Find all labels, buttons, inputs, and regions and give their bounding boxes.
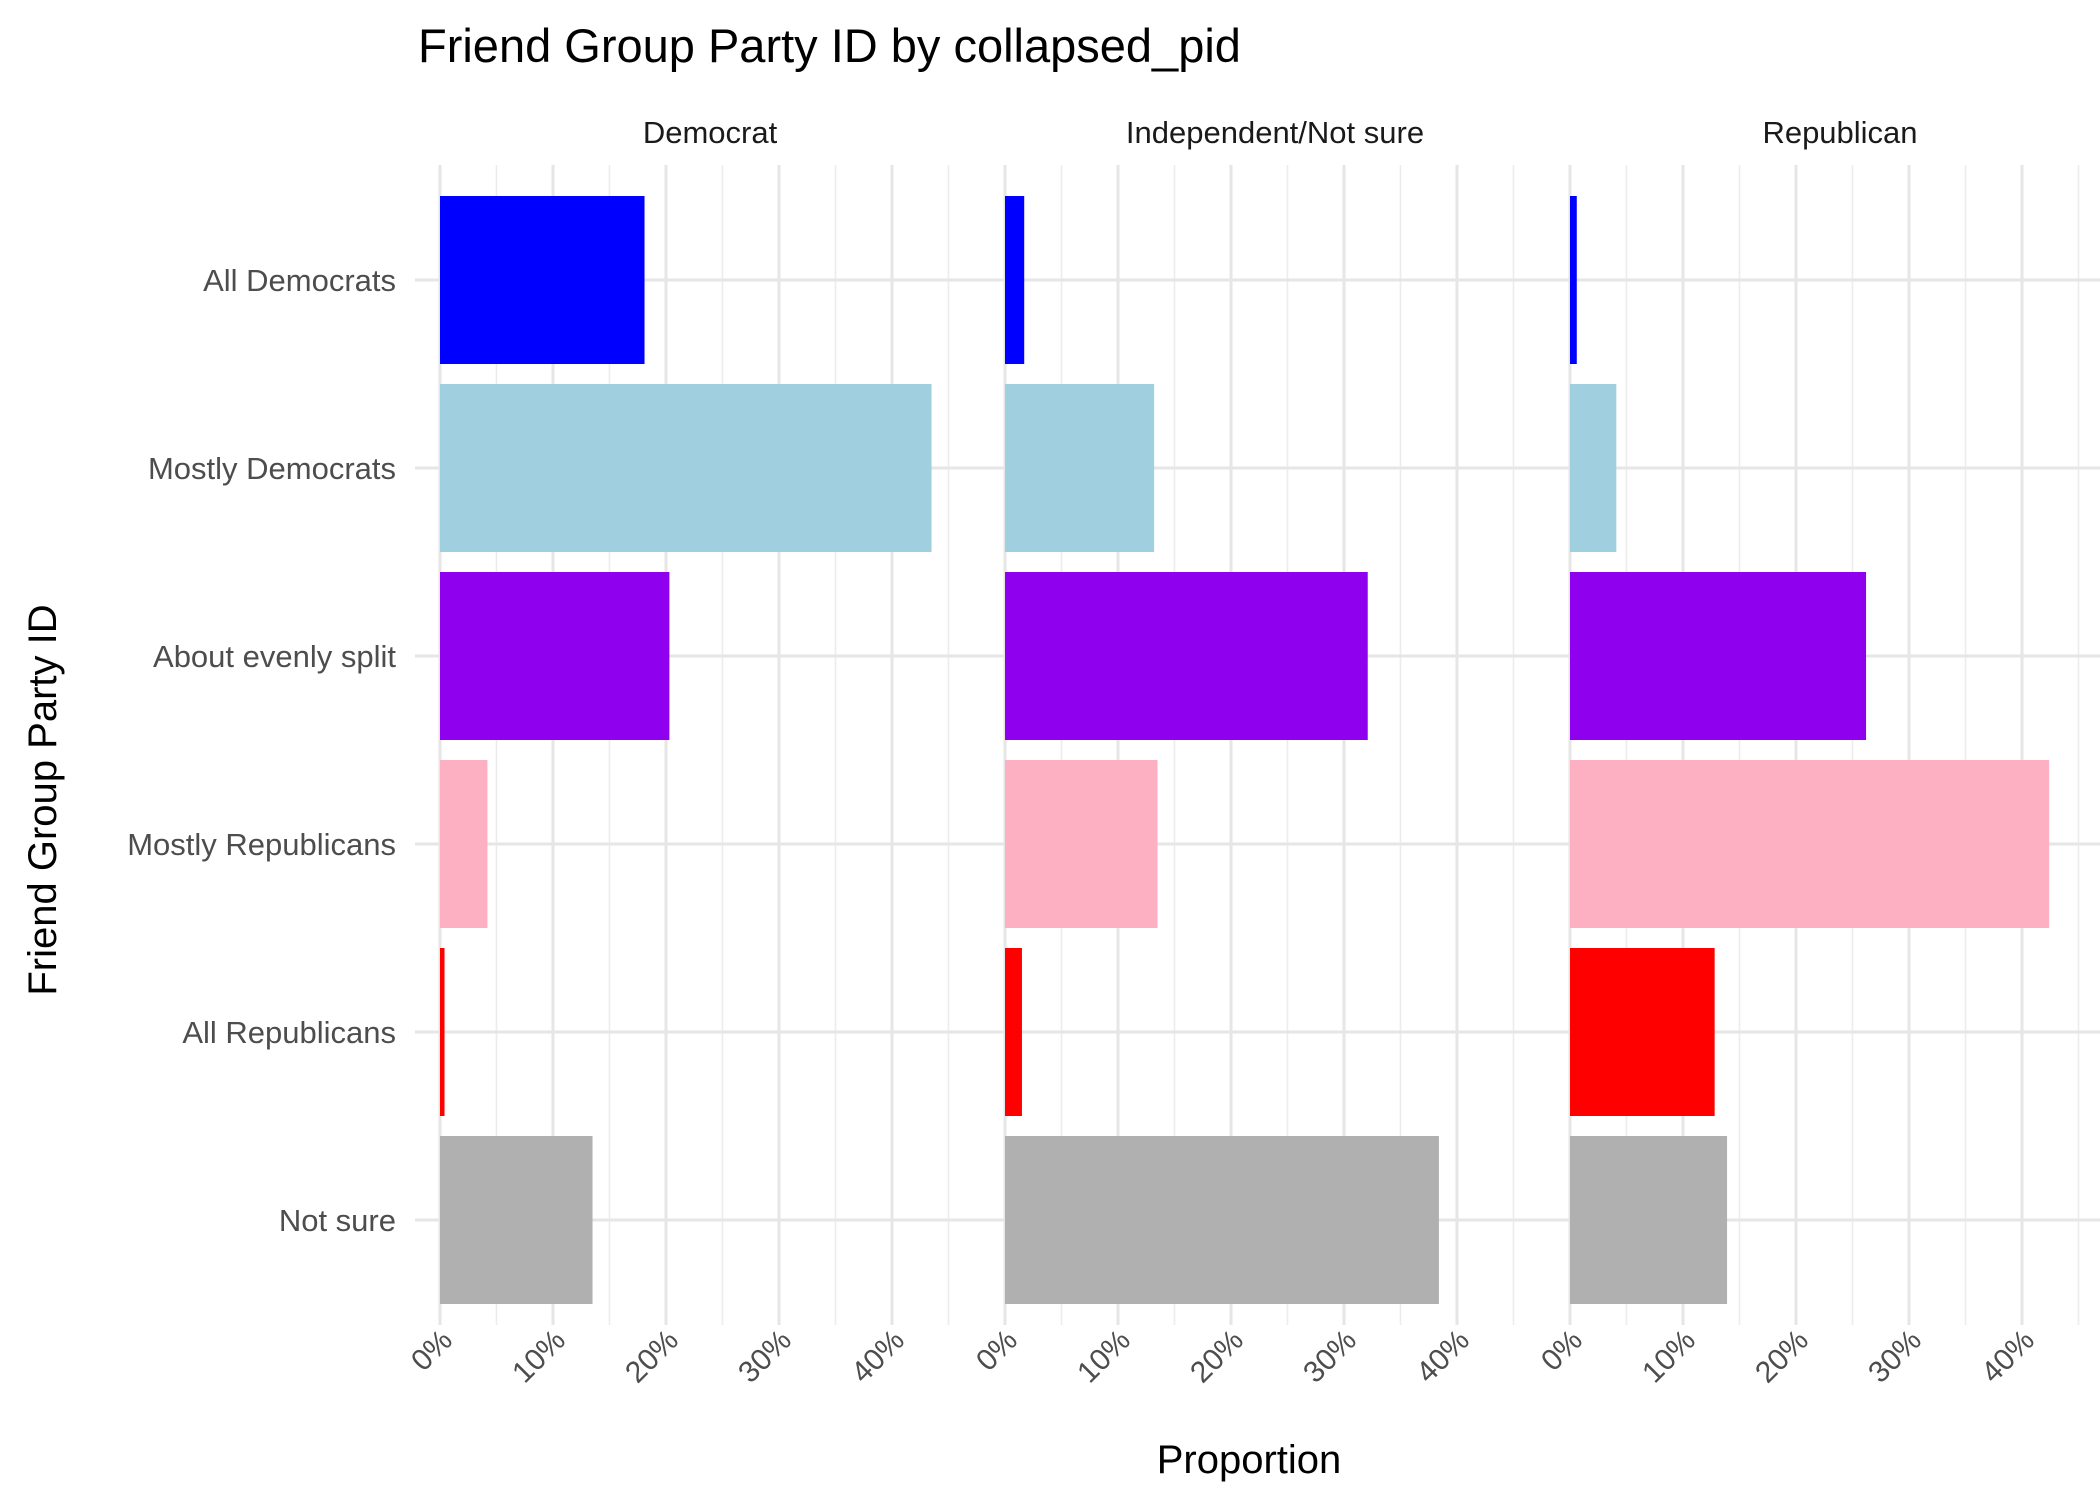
y-category-label: About evenly split	[153, 639, 396, 674]
bar-republican-mostly-democrats	[1570, 384, 1617, 552]
bar-independent-not-sure-all-republicans	[1005, 948, 1022, 1116]
y-axis-category-labels: All Democrats Mostly Democrats About evenl…	[127, 263, 396, 1238]
x-tick-label: 20%	[619, 1324, 685, 1390]
y-category-label: All Democrats	[203, 263, 396, 298]
x-tick-label: 20%	[1184, 1324, 1250, 1390]
facet-strip-label: Democrat	[643, 115, 778, 150]
bar-republican-about-evenly-split	[1570, 572, 1867, 740]
x-tick-label: 40%	[845, 1324, 911, 1390]
bar-democrat-about-evenly-split	[440, 572, 670, 740]
bar-republican-mostly-republicans	[1570, 760, 2050, 928]
y-axis-title: Friend Group Party ID	[21, 604, 65, 995]
panel-independent-not-sure: Independent/Not sure 0% 10% 20% 30% 40%	[970, 115, 1545, 1389]
x-tick-label: 40%	[1975, 1324, 2041, 1390]
bar-independent-not-sure-mostly-republicans	[1005, 760, 1158, 928]
bar-democrat-not-sure	[440, 1136, 593, 1304]
x-tick-label: 10%	[1071, 1324, 1137, 1390]
x-axis-title: Proportion	[1157, 1438, 1342, 1482]
y-category-label: Mostly Democrats	[148, 451, 396, 486]
bar-republican-not-sure	[1570, 1136, 1728, 1304]
x-tick-label: 30%	[732, 1324, 798, 1390]
x-tick-label: 30%	[1862, 1324, 1928, 1390]
bar-democrat-all-democrats	[440, 196, 645, 364]
bar-independent-not-sure-all-democrats	[1005, 196, 1025, 364]
bar-independent-not-sure-about-evenly-split	[1005, 572, 1368, 740]
x-tick-label: 0%	[405, 1324, 459, 1378]
x-tick-label: 40%	[1410, 1324, 1476, 1390]
y-category-label: Mostly Republicans	[127, 827, 396, 862]
facet-strip-label: Republican	[1762, 115, 1917, 150]
x-tick-label: 0%	[1535, 1324, 1589, 1378]
bar-republican-all-republicans	[1570, 948, 1715, 1116]
chart-title: Friend Group Party ID by collapsed_pid	[418, 19, 1241, 72]
x-tick-label: 20%	[1749, 1324, 1815, 1390]
bar-democrat-mostly-republicans	[440, 760, 488, 928]
bar-republican-all-democrats	[1570, 196, 1577, 364]
x-tick-label: 10%	[506, 1324, 572, 1390]
facet-strip-label: Independent/Not sure	[1126, 115, 1424, 150]
bar-independent-not-sure-mostly-democrats	[1005, 384, 1155, 552]
x-tick-label: 30%	[1297, 1324, 1363, 1390]
bar-independent-not-sure-not-sure	[1005, 1136, 1439, 1304]
bar-democrat-mostly-democrats	[440, 384, 932, 552]
y-category-label: Not sure	[279, 1203, 396, 1238]
panel-democrat: Democrat 0% 10% 20% 30% 40%	[405, 115, 980, 1389]
panel-republican: Republican 0% 10% 20% 30% 40%	[1535, 115, 2100, 1389]
y-category-label: All Republicans	[182, 1015, 396, 1050]
bar-democrat-all-republicans	[440, 948, 445, 1116]
x-tick-label: 10%	[1636, 1324, 1702, 1390]
x-tick-label: 0%	[970, 1324, 1024, 1378]
